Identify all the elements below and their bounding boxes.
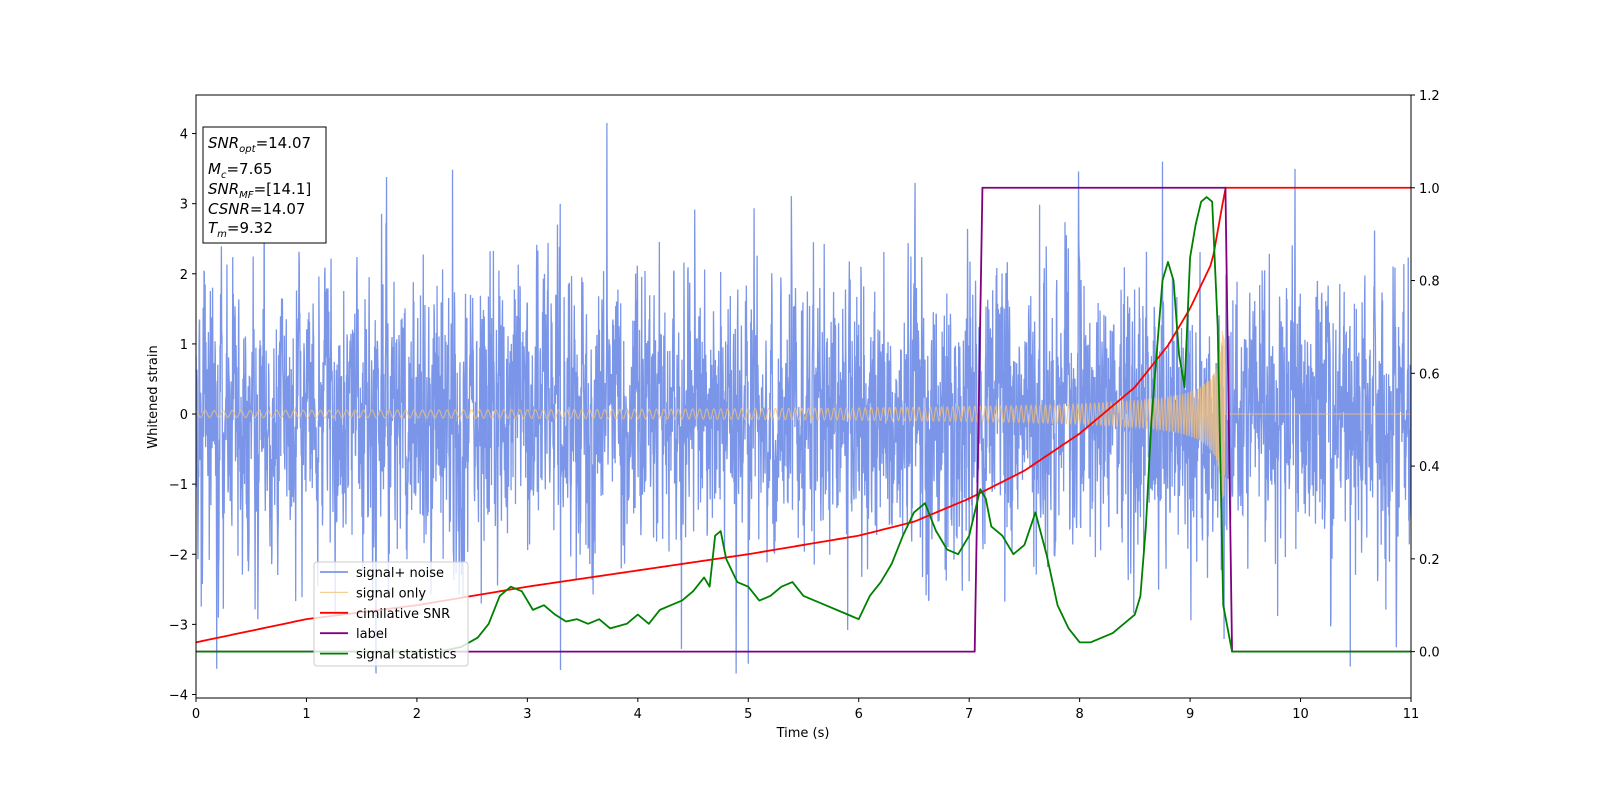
y-left-tick-label: −2 [169,548,188,563]
info-box-line: Mc=7.65 [208,160,272,181]
y-right-tick-label: 0.2 [1419,553,1440,568]
legend-frame [313,561,469,667]
x-tick-label: 1 [302,707,310,722]
info-box-line: SNRMF=[14.1] [208,180,311,201]
legend-label: signal statistics [356,648,457,663]
x-tick-label: 8 [1075,707,1083,722]
y-left-tick-label: 0 [180,408,188,423]
y-left-tick-label: −1 [169,478,188,493]
y-axis-right: 0.0 0.2 0.4 0.6 0.8 1.0 1.2 [1411,89,1440,661]
y-axis-left: −4 −3 −2 −1 0 1 2 3 4 [169,128,196,703]
legend-label: signal only [356,586,426,601]
info-box-line: SNRopt=14.07 [208,134,311,155]
info-box: SNRopt=14.07 Mc=7.65SNRMF=[14.1]CSNR=14.0… [202,126,327,244]
y-right-tick-label: 1.2 [1419,89,1440,104]
y-right-tick-label: 0.8 [1419,275,1440,290]
x-tick-label: 2 [413,707,421,722]
x-tick-label: 9 [1186,707,1194,722]
info-box-line: CSNR=14.07 [208,200,305,218]
legend-label: signal+ noise [356,566,444,581]
y-left-tick-label: −4 [169,688,188,703]
x-tick-label: 6 [855,707,863,722]
series-line-signal-only [196,330,1411,499]
x-tick-label: 5 [744,707,752,722]
x-tick-label: 10 [1292,707,1309,722]
y-right-tick-label: 0.0 [1419,646,1440,661]
x-tick-label: 4 [634,707,642,722]
y-right-tick-label: 1.0 [1419,182,1440,197]
x-tick-label: 0 [192,707,200,722]
y-right-tick-label: 0.6 [1419,367,1440,382]
legend: signal+ noise signal only cimilative SNR la… [313,561,469,667]
y-left-tick-label: 1 [180,338,188,353]
y-left-tick-label: −3 [169,618,188,633]
y-left-tick-label: 3 [180,198,188,213]
y-right-tick-label: 0.4 [1419,460,1440,475]
x-tick-label: 11 [1403,707,1420,722]
legend-label: cimilative SNR [356,607,450,622]
y-axis-label: Whitened strain [146,345,161,448]
x-tick-label: 3 [523,707,531,722]
x-axis-label: Time (s) [776,726,830,741]
x-axis: 0 1 2 3 4 5 6 7 8 9 10 11 [192,698,1419,722]
x-tick-label: 7 [965,707,973,722]
y-left-tick-label: 4 [180,128,188,143]
plot-frame [195,94,1412,699]
info-box-frame [202,126,327,244]
series-line-signal-statistics [196,196,1411,653]
info-box-line: Tm=9.32 [208,219,273,240]
legend-label: label [356,627,387,642]
y-left-tick-label: 2 [180,268,188,283]
